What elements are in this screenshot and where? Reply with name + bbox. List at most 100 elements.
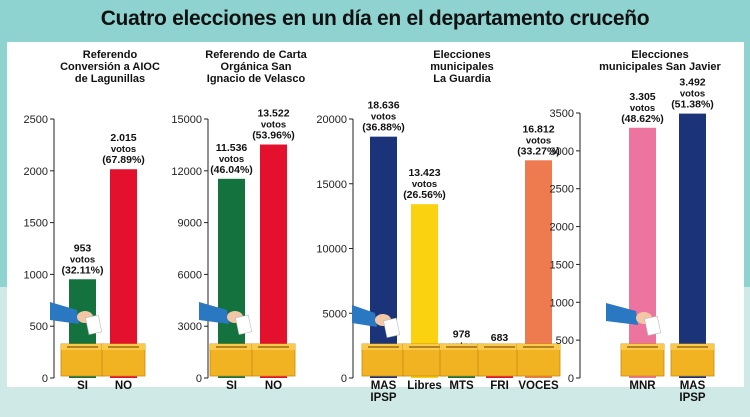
voting-hand-illustration: [352, 305, 401, 338]
ground: [0, 403, 750, 417]
y-tick-label: 9000: [178, 218, 202, 230]
y-tick-label: 0: [42, 373, 48, 385]
sleeve: [50, 302, 79, 324]
x-category-label: SI: [77, 380, 88, 392]
voting-hand-illustration: [199, 302, 253, 335]
data-label: 3.492: [679, 77, 705, 89]
data-label: votos: [680, 89, 705, 100]
data-label: 18.636: [367, 100, 399, 112]
sleeve: [352, 305, 377, 327]
y-tick-label: 2500: [24, 114, 48, 126]
ballot-paper: [85, 314, 103, 335]
page-title: Cuatro elecciones en un día en el depart…: [100, 7, 650, 30]
data-label: 13.423: [408, 167, 440, 179]
x-category-label: MAS: [680, 380, 706, 392]
data-label: votos: [371, 112, 396, 123]
chart-title-line: Elecciones: [433, 49, 490, 61]
data-label: (32.11%): [61, 264, 103, 276]
bar: [679, 113, 706, 378]
data-label: (51.38%): [671, 99, 714, 111]
x-category-label: MNR: [629, 380, 656, 392]
x-category-label: NO: [265, 380, 282, 392]
y-tick-label: 1500: [24, 218, 48, 230]
y-tick-label: 3000: [178, 321, 202, 333]
ballot-paper: [383, 317, 401, 338]
data-label: votos: [412, 179, 437, 190]
x-category-label: MTS: [449, 380, 474, 392]
bar: [110, 169, 137, 378]
y-tick-label: 5000: [323, 308, 347, 320]
y-tick-label: 12000: [171, 166, 202, 178]
x-category-label: MAS: [371, 380, 397, 392]
data-label: 3.305: [629, 91, 655, 103]
x-category-label: IPSP: [370, 392, 397, 404]
bar: [260, 144, 287, 378]
chart-title-line: municipales: [430, 61, 494, 73]
y-tick-label: 0: [196, 373, 202, 385]
chart-title-line: Referendo de Carta: [205, 49, 307, 61]
data-label: 953: [74, 242, 92, 254]
sleeve: [199, 302, 229, 324]
data-label: (46.04%): [210, 164, 253, 176]
y-tick-label: 10000: [316, 244, 347, 256]
data-label: votos: [219, 154, 244, 165]
bar: [525, 160, 552, 378]
y-tick-label: 1000: [550, 297, 574, 309]
data-label: votos: [630, 103, 655, 114]
y-tick-label: 2000: [550, 222, 574, 234]
chart-title-line: de Lagunillas: [75, 73, 145, 85]
data-label: (67.89%): [102, 154, 145, 166]
x-category-label: IPSP: [679, 392, 706, 404]
bar: [370, 136, 397, 378]
data-label: (36.88%): [362, 122, 405, 134]
data-label: votos: [70, 254, 95, 265]
y-tick-label: 1500: [550, 259, 574, 271]
chart-title-line: Conversión a AIOC: [60, 61, 160, 73]
data-label: 13.522: [257, 108, 289, 120]
data-label: votos: [261, 120, 286, 131]
x-category-label: VOCES: [518, 380, 559, 392]
data-label: (48.62%): [621, 113, 664, 125]
data-label: 978: [453, 328, 471, 340]
chart-title-line: Ignacio de Velasco: [207, 73, 306, 85]
data-label: 2.015: [110, 132, 136, 144]
y-tick-label: 15000: [316, 179, 347, 191]
y-tick-label: 2000: [24, 166, 48, 178]
y-tick-label: 0: [568, 373, 574, 385]
y-tick-label: 500: [30, 321, 48, 333]
ballot-paper: [235, 314, 253, 335]
sleeve: [606, 303, 638, 325]
chart-title-line: Referendo: [83, 49, 138, 61]
data-label: 11.536: [216, 142, 248, 154]
chart-title-line: La Guardia: [433, 73, 491, 85]
data-label: (53.96%): [252, 130, 295, 142]
chart-title-line: municipales San Javier: [599, 61, 721, 73]
y-tick-label: 3000: [550, 146, 574, 158]
y-tick-label: 6000: [178, 269, 202, 281]
y-tick-label: 3500: [550, 108, 574, 120]
x-category-label: Libres: [407, 380, 442, 392]
data-label: (26.56%): [403, 189, 446, 201]
voting-hand-illustration: [606, 303, 662, 336]
chart-title-line: Elecciones: [631, 49, 688, 61]
y-tick-label: 2500: [550, 184, 574, 196]
y-tick-label: 1000: [24, 269, 48, 281]
data-label: 16.812: [522, 123, 554, 135]
chart-title-line: Orgánica San: [221, 61, 292, 73]
data-label: (33.27%): [517, 145, 560, 157]
x-category-label: SI: [226, 380, 237, 392]
y-tick-label: 15000: [171, 114, 202, 126]
x-category-label: FRI: [490, 380, 509, 392]
y-tick-label: 0: [341, 373, 347, 385]
data-label: 683: [491, 332, 509, 344]
voting-hand-illustration: [50, 302, 103, 335]
y-tick-label: 500: [556, 335, 574, 347]
data-label: votos: [526, 135, 551, 146]
x-category-label: NO: [115, 380, 132, 392]
bar: [629, 127, 656, 378]
